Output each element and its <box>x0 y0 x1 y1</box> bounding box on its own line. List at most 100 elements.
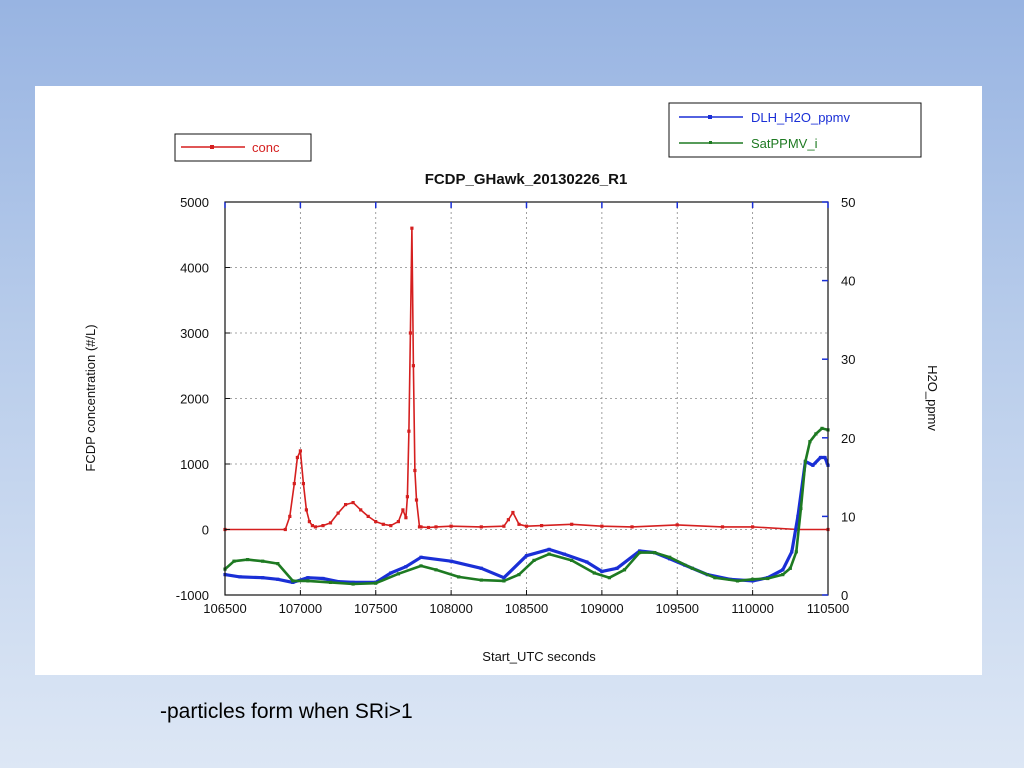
data-point-satppmv-i <box>638 551 642 555</box>
data-point-conc <box>411 364 415 368</box>
data-point-dlh-h2o-ppmv <box>238 575 242 579</box>
data-point-conc <box>313 525 317 529</box>
legend-h2o-box <box>668 102 922 158</box>
data-point-conc <box>506 518 510 522</box>
data-point-conc <box>292 482 296 486</box>
data-point-satppmv-i <box>351 582 355 586</box>
gridlines <box>225 202 828 595</box>
legend-h2o: DLH_H2O_ppmv SatPPMV_i <box>668 102 922 158</box>
x-tick-label: 110000 <box>731 601 773 616</box>
data-point-dlh-h2o-ppmv <box>585 560 589 564</box>
data-point-satppmv-i <box>457 575 461 579</box>
x-tick-label: 109000 <box>580 601 623 616</box>
data-point-dlh-h2o-ppmv <box>389 571 393 575</box>
data-point-conc <box>288 514 292 518</box>
legend-sat-label: SatPPMV_i <box>751 136 818 151</box>
data-point-satppmv-i <box>751 577 755 581</box>
data-point-satppmv-i <box>808 440 812 444</box>
legend-conc-marker <box>210 145 214 149</box>
data-point-dlh-h2o-ppmv <box>276 577 280 581</box>
data-point-conc <box>374 520 378 524</box>
x-tick-label: 106500 <box>203 601 246 616</box>
data-point-dlh-h2o-ppmv <box>781 568 785 572</box>
data-point-satppmv-i <box>276 562 280 566</box>
y-right-tick-label: 20 <box>841 431 855 446</box>
data-point-satppmv-i <box>794 550 798 554</box>
y-left-tick-label: 5000 <box>180 195 209 210</box>
y-left-tick-label: 1000 <box>180 457 209 472</box>
data-point-conc <box>405 495 409 499</box>
data-point-satppmv-i <box>328 580 333 584</box>
data-point-satppmv-i <box>419 564 423 568</box>
data-point-dlh-h2o-ppmv <box>524 554 529 558</box>
data-point-dlh-h2o-ppmv <box>818 455 823 460</box>
data-point-satppmv-i <box>668 555 672 559</box>
data-point-conc <box>407 429 411 433</box>
data-point-dlh-h2o-ppmv <box>404 565 408 569</box>
data-point-satppmv-i <box>291 579 295 583</box>
x-tick-label: 108500 <box>505 601 548 616</box>
data-point-satppmv-i <box>622 568 627 572</box>
data-point-conc <box>434 525 438 529</box>
data-point-conc <box>396 520 400 524</box>
data-point-conc <box>410 226 414 230</box>
data-point-dlh-h2o-ppmv <box>600 569 604 573</box>
data-point-conc <box>426 525 431 530</box>
x-tick-label: 110500 <box>807 601 849 616</box>
data-point-conc <box>404 516 408 520</box>
data-point-satppmv-i <box>246 558 250 562</box>
data-point-dlh-h2o-ppmv <box>261 576 265 580</box>
data-point-conc <box>336 511 340 515</box>
data-point-dlh-h2o-ppmv <box>615 566 619 570</box>
data-point-satppmv-i <box>690 566 694 570</box>
legend-dlh-marker <box>708 115 712 119</box>
data-point-satppmv-i <box>570 558 574 562</box>
chart-panel: 106500 107000 107500 108000 108500 109000 1095… <box>35 86 982 675</box>
data-point-conc <box>751 525 755 529</box>
x-axis-label: Start_UTC seconds <box>482 649 596 664</box>
y-axis-right-label: H2O_ppmv <box>925 365 940 431</box>
legend-dlh-label: DLH_H2O_ppmv <box>751 110 850 125</box>
x-tick-label: 109500 <box>656 601 699 616</box>
data-point-conc <box>295 455 299 460</box>
data-point-conc <box>524 524 529 528</box>
y-left-tick-label: 2000 <box>180 392 209 407</box>
data-point-dlh-h2o-ppmv <box>336 580 340 584</box>
data-point-satppmv-i <box>820 426 824 430</box>
series-line-dlh-h2o-ppmv <box>224 455 830 584</box>
data-point-conc <box>307 520 311 524</box>
data-point-satppmv-i <box>517 573 521 577</box>
data-point-conc <box>570 522 574 526</box>
data-point-satppmv-i <box>799 506 803 511</box>
data-point-conc <box>359 508 363 512</box>
data-point-conc <box>408 331 412 335</box>
slide-caption: -particles form when SRi>1 <box>160 700 413 723</box>
y-left-tick-label: 4000 <box>180 261 209 276</box>
legend-conc-label: conc <box>252 140 280 155</box>
data-point-satppmv-i <box>532 558 536 562</box>
data-point-satppmv-i <box>232 559 236 563</box>
data-point-conc <box>401 508 405 512</box>
data-point-conc <box>502 524 506 528</box>
series-line-satppmv-i <box>224 427 829 586</box>
data-point-conc <box>630 525 634 529</box>
y-right-tick-label: 0 <box>841 588 848 603</box>
chart-title: FCDP_GHawk_20130226_R1 <box>425 171 628 188</box>
data-point-dlh-h2o-ppmv <box>449 559 453 563</box>
x-tick-label: 107000 <box>279 601 322 616</box>
data-point-conc <box>675 523 679 527</box>
y-left-tick-label: -1000 <box>176 588 209 603</box>
data-point-satppmv-i <box>766 576 770 581</box>
data-point-conc <box>381 522 385 526</box>
data-point-satppmv-i <box>607 576 611 580</box>
y-right-tick-label: 10 <box>841 509 855 524</box>
data-point-satppmv-i <box>781 573 785 577</box>
data-point-satppmv-i <box>814 432 818 436</box>
ticks: 106500 107000 107500 108000 108500 109000 1095… <box>176 195 856 616</box>
data-point-dlh-h2o-ppmv <box>796 514 800 518</box>
data-point-conc <box>328 521 333 525</box>
data-point-dlh-h2o-ppmv <box>479 566 483 570</box>
data-point-satppmv-i <box>592 571 596 575</box>
data-point-satppmv-i <box>653 551 657 555</box>
data-point-satppmv-i <box>547 552 551 556</box>
